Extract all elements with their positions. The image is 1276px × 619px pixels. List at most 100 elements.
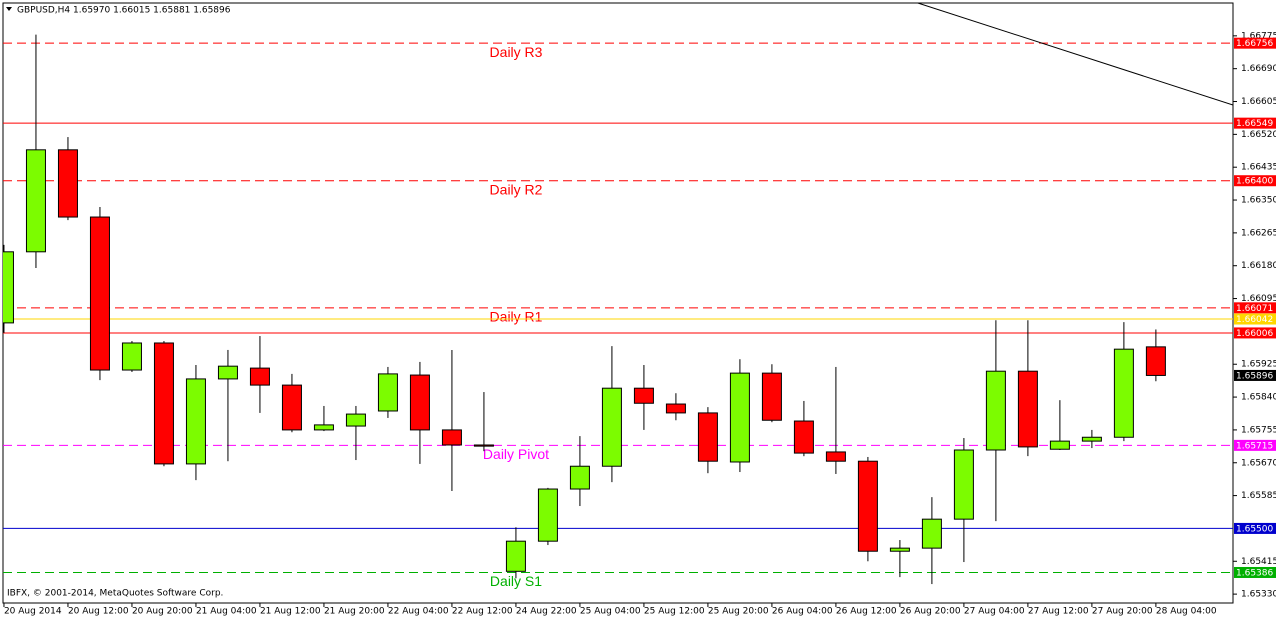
candle-body	[857, 460, 878, 552]
candle-body	[633, 387, 654, 404]
candle-body	[761, 372, 782, 421]
candle-body	[1017, 370, 1038, 448]
level-price-box	[1234, 313, 1276, 325]
candle-body	[57, 149, 78, 218]
y-tick-label: 1.66350	[1241, 196, 1276, 206]
level-price-box	[1234, 439, 1276, 451]
x-tick-label: 22 Aug 04:00	[388, 607, 449, 617]
level-price-label: 1.66549	[1236, 119, 1273, 129]
x-tick-label: 26 Aug 04:00	[772, 607, 833, 617]
y-tick-label: 1.66180	[1241, 261, 1276, 271]
menu-arrow	[6, 7, 12, 11]
level-price-box	[1234, 327, 1276, 339]
y-tick-label: 1.65925	[1241, 360, 1276, 370]
x-tick-label: 27 Aug 12:00	[1028, 607, 1089, 617]
candle-body	[473, 444, 494, 447]
level-name: Daily R1	[490, 309, 543, 325]
level-name: Daily S1	[490, 573, 542, 589]
candle-body	[25, 149, 46, 253]
level-price-box	[1234, 37, 1276, 49]
candle-body	[3, 251, 14, 324]
y-tick-label: 1.65670	[1241, 458, 1276, 468]
level-price-label: 1.66400	[1236, 177, 1273, 187]
level-price-label: 1.66756	[1236, 39, 1273, 49]
y-tick-label: 1.66775	[1241, 31, 1276, 41]
candle-body	[985, 370, 1006, 451]
candle-body	[313, 424, 334, 431]
x-tick-label: 22 Aug 12:00	[452, 607, 513, 617]
level-price-box	[1234, 522, 1276, 534]
candle-body	[377, 373, 398, 412]
x-tick-label: 21 Aug 12:00	[260, 607, 321, 617]
x-tick-label: 20 Aug 2014	[4, 607, 62, 617]
level-price-box	[1234, 175, 1276, 187]
x-tick-label: 20 Aug 12:00	[68, 607, 129, 617]
y-tick-label: 1.66690	[1241, 64, 1276, 74]
candle-body	[825, 451, 846, 462]
level-price-box	[1234, 117, 1276, 129]
level-price-label: 1.65386	[1236, 568, 1273, 578]
y-tick-label: 1.65840	[1241, 393, 1276, 403]
chart-title: GBPUSD,H4 1.65970 1.66015 1.65881 1.6589…	[17, 6, 231, 16]
candle-body	[505, 540, 526, 572]
candle-body	[569, 465, 590, 490]
candle-body	[441, 429, 462, 446]
level-price-label: 1.65715	[1236, 441, 1273, 451]
candle-body	[793, 420, 814, 454]
level-price-label: 1.66071	[1236, 304, 1273, 314]
y-tick-label: 1.65755	[1241, 425, 1276, 435]
current-price-box	[1234, 369, 1276, 381]
copyright: IBFX, © 2001-2014, MetaQuotes Software C…	[7, 589, 223, 599]
x-tick-label: 24 Aug 22:00	[516, 607, 577, 617]
candle-body	[1081, 436, 1102, 442]
candle-body	[697, 412, 718, 462]
x-tick-label: 28 Aug 04:00	[1156, 607, 1217, 617]
candle-body	[729, 372, 750, 463]
y-tick-label: 1.66520	[1241, 130, 1276, 140]
candle-body	[601, 387, 622, 467]
y-tick-label: 1.66095	[1241, 294, 1276, 304]
candle-body	[953, 449, 974, 520]
x-tick-label: 21 Aug 20:00	[324, 607, 385, 617]
candle-body	[153, 342, 174, 465]
y-tick-label: 1.66435	[1241, 163, 1276, 173]
y-tick-label: 1.65585	[1241, 491, 1276, 501]
candle-body	[89, 216, 110, 371]
y-tick-label: 1.66605	[1241, 97, 1276, 107]
candle-body	[1113, 348, 1134, 438]
trendline	[917, 3, 1233, 106]
candle-body	[345, 413, 366, 427]
candle-body	[665, 403, 686, 414]
candle-body	[889, 547, 910, 552]
level-price-label: 1.66042	[1236, 315, 1273, 325]
level-price-label: 1.65500	[1236, 524, 1273, 534]
level-price-box	[1234, 302, 1276, 314]
candle-body	[185, 378, 206, 465]
x-tick-label: 25 Aug 12:00	[644, 607, 705, 617]
x-tick-label: 20 Aug 20:00	[132, 607, 193, 617]
candle-body	[217, 365, 238, 380]
level-name: Daily R2	[490, 181, 543, 197]
y-tick-label: 1.65415	[1241, 557, 1276, 567]
level-name: Daily R3	[490, 44, 543, 60]
y-tick-label: 1.66265	[1241, 228, 1276, 238]
candle-body	[409, 374, 430, 431]
x-tick-label: 25 Aug 20:00	[708, 607, 769, 617]
y-tick-label: 1.65330	[1241, 590, 1276, 600]
level-price-box	[1234, 566, 1276, 578]
level-price-label: 1.66006	[1236, 329, 1273, 339]
x-tick-label: 26 Aug 12:00	[836, 607, 897, 617]
current-price-label: 1.65896	[1236, 371, 1273, 381]
candle-body	[249, 367, 270, 386]
x-tick-label: 27 Aug 20:00	[1092, 607, 1153, 617]
candle-body	[1049, 440, 1070, 450]
x-tick-label: 27 Aug 04:00	[964, 607, 1025, 617]
candle-body	[1145, 346, 1166, 376]
x-tick-label: 25 Aug 04:00	[580, 607, 641, 617]
candle-body	[921, 518, 942, 549]
candle-body	[537, 488, 558, 542]
level-name: Daily Pivot	[483, 446, 549, 462]
x-tick-label: 26 Aug 20:00	[900, 607, 961, 617]
